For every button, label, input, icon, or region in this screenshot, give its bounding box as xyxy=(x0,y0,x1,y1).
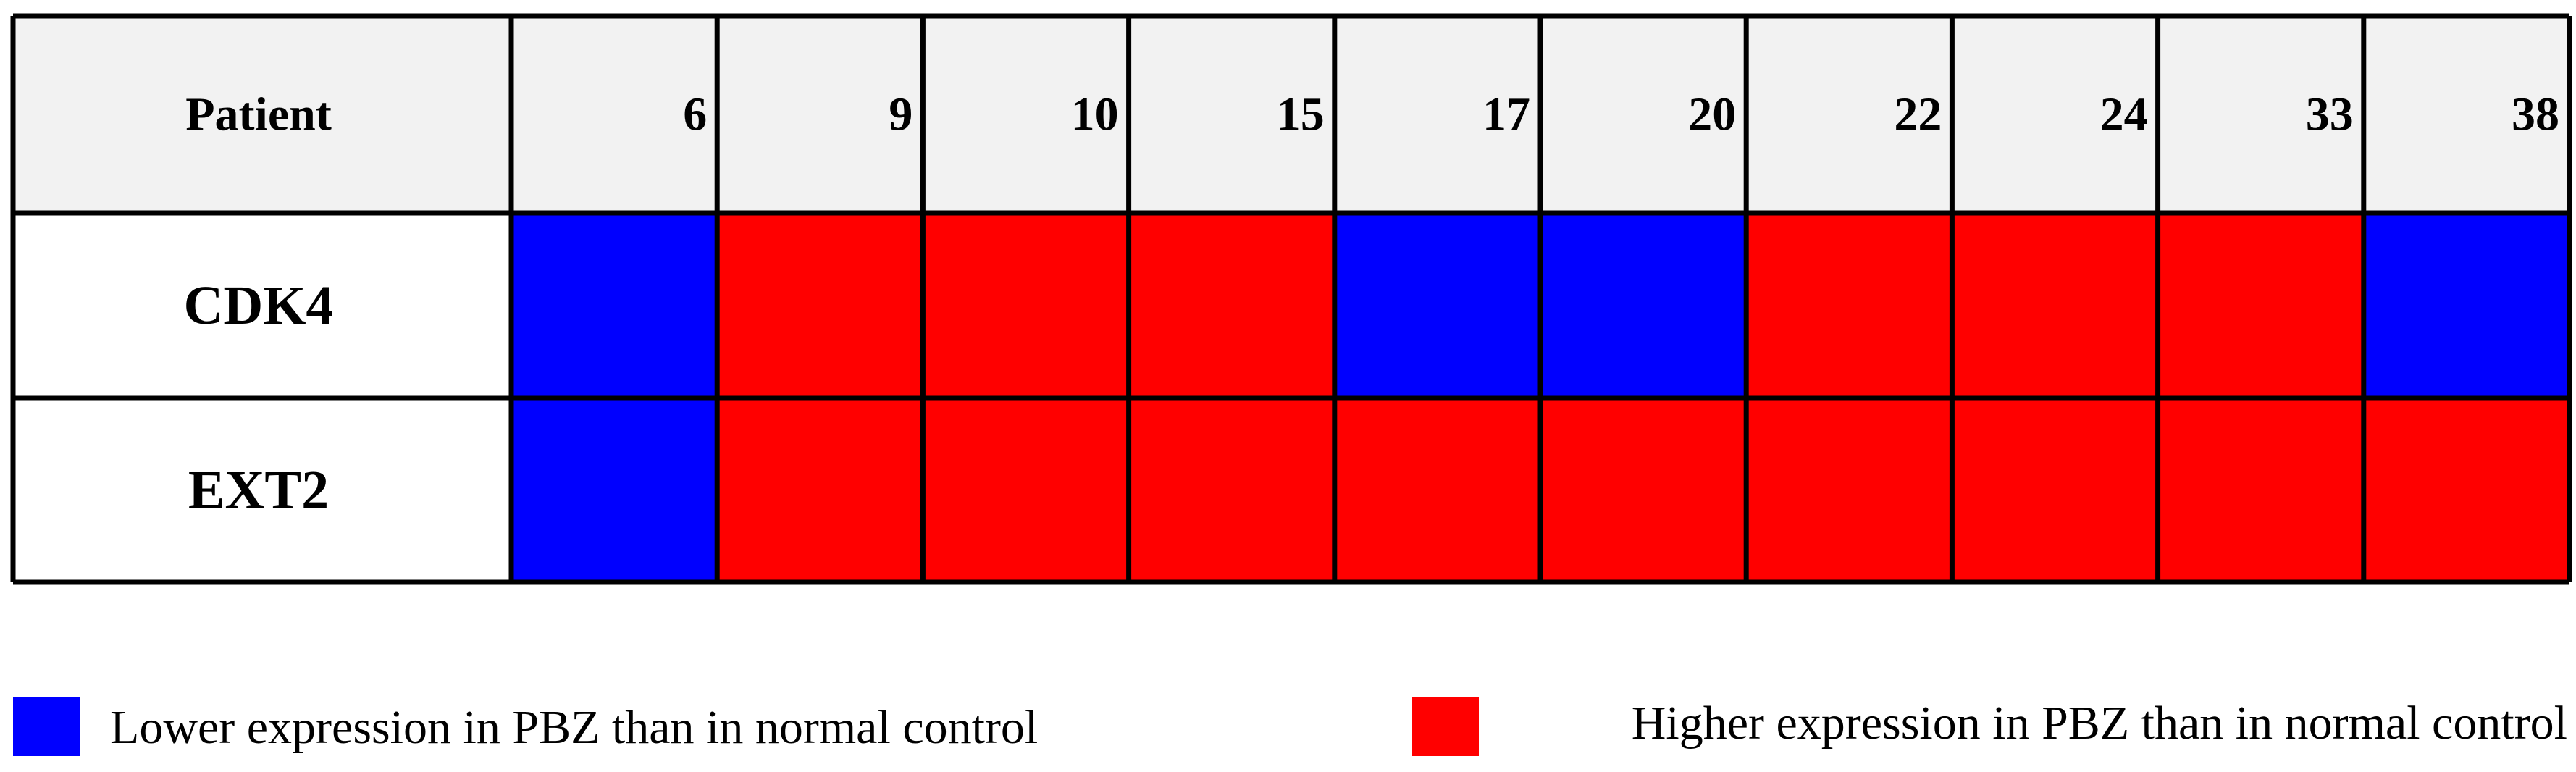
column-header-24: 24 xyxy=(2100,88,2148,141)
heatmap-cell-cdk4-22 xyxy=(1746,213,1952,398)
heatmap-cell-cdk4-33 xyxy=(2157,213,2364,398)
heatmap-cell-ext2-17 xyxy=(1334,398,1540,582)
column-header-10: 10 xyxy=(1071,88,1119,141)
row-label-cdk4: CDK4 xyxy=(184,275,334,336)
heatmap-cell-cdk4-38 xyxy=(2363,213,2569,398)
heatmap-cell-ext2-9 xyxy=(717,398,923,582)
column-header-9: 9 xyxy=(889,88,912,141)
heatmap-cell-ext2-6 xyxy=(511,398,718,582)
row-label-ext2: EXT2 xyxy=(188,460,329,521)
column-header-38: 38 xyxy=(2512,88,2559,141)
heatmap-cell-ext2-22 xyxy=(1746,398,1952,582)
heatmap-cell-ext2-10 xyxy=(923,398,1129,582)
heatmap-cell-cdk4-15 xyxy=(1128,213,1335,398)
column-header-22: 22 xyxy=(1894,88,1942,141)
column-header-17: 17 xyxy=(1482,88,1530,141)
heatmap-cell-cdk4-17 xyxy=(1334,213,1540,398)
heatmap-cell-cdk4-24 xyxy=(1952,213,2158,398)
header-label: Patient xyxy=(185,88,332,141)
expression-heatmap: Patient 6 9 10 15 17 20 22 24 33 38 CDK4 EXT2 xyxy=(10,13,2572,585)
heatmap-cell-ext2-15 xyxy=(1128,398,1335,582)
legend-swatch-lower xyxy=(13,697,80,756)
heatmap-cell-ext2-38 xyxy=(2363,398,2569,582)
legend-swatch-higher xyxy=(1412,697,1479,756)
heatmap-cell-cdk4-9 xyxy=(717,213,923,398)
heatmap-cell-cdk4-6 xyxy=(511,213,718,398)
column-header-20: 20 xyxy=(1688,88,1736,141)
heatmap-cell-ext2-24 xyxy=(1952,398,2158,582)
heatmap-cell-ext2-33 xyxy=(2157,398,2364,582)
heatmap-cell-ext2-20 xyxy=(1540,398,1747,582)
column-header-6: 6 xyxy=(683,88,707,141)
header-row-background xyxy=(13,16,2569,213)
column-header-15: 15 xyxy=(1277,88,1325,141)
column-header-33: 33 xyxy=(2306,88,2354,141)
legend-label-lower: Lower expression in PBZ than in normal c… xyxy=(110,701,1039,754)
legend-label-higher: Higher expression in PBZ than in normal … xyxy=(1631,697,2567,750)
heatmap-cell-cdk4-20 xyxy=(1540,213,1747,398)
heatmap-cell-cdk4-10 xyxy=(923,213,1129,398)
